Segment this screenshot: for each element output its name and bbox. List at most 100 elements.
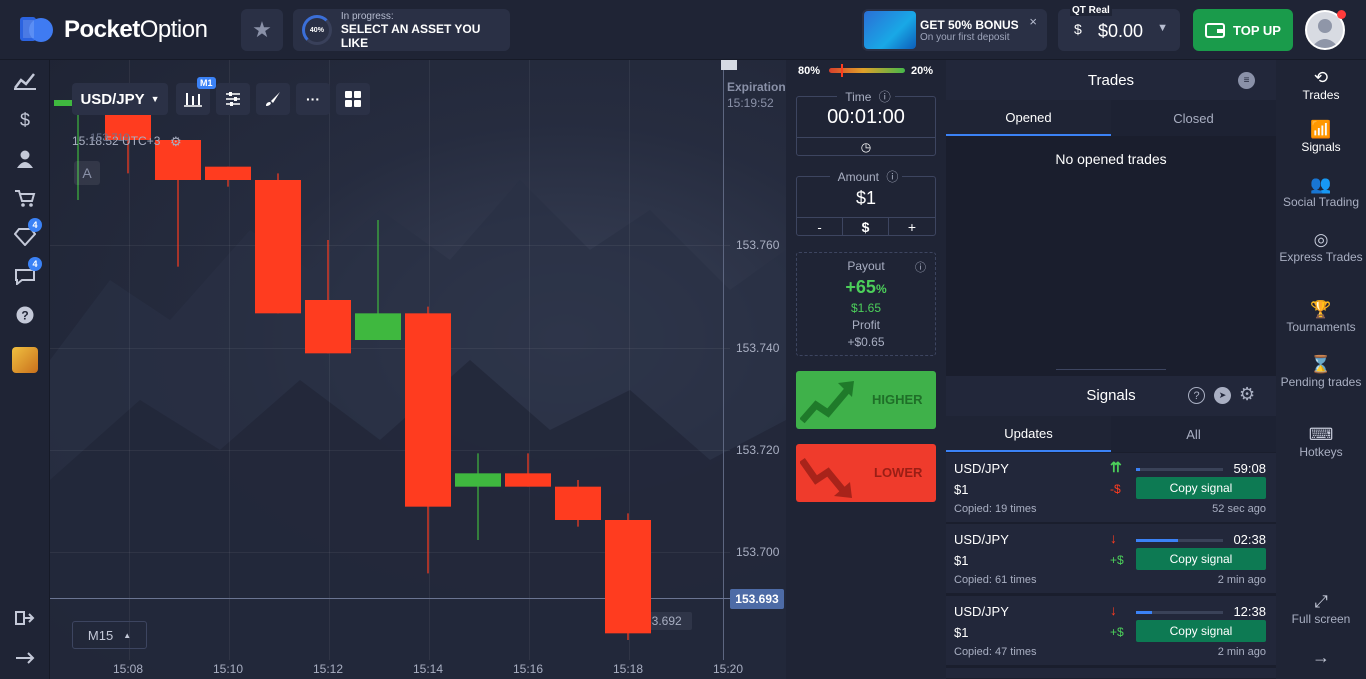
- progress-ring: 40%: [302, 15, 332, 45]
- currency-button[interactable]: $: [843, 218, 889, 236]
- tab-closed[interactable]: Closed: [1111, 100, 1276, 136]
- grid-line: [529, 60, 530, 660]
- list-icon[interactable]: ≡: [1238, 72, 1255, 89]
- wallet-icon: [1205, 23, 1226, 38]
- arrow-right-icon[interactable]: →: [1312, 647, 1330, 667]
- chat-icon[interactable]: 4: [12, 257, 42, 289]
- lower-button[interactable]: LOWER: [796, 444, 936, 502]
- signals-icon: 📶: [1310, 120, 1332, 139]
- trades-icon: ⟲: [1313, 68, 1329, 87]
- asset-selector[interactable]: USD/JPY ▼: [72, 83, 168, 115]
- candle-body: [505, 473, 551, 487]
- trades-title: Trades: [1087, 72, 1135, 89]
- drawings-button[interactable]: [256, 83, 290, 115]
- arrow-right-icon[interactable]: [12, 645, 38, 671]
- settings-gear-icon[interactable]: ⚙: [170, 134, 182, 149]
- clock-icon[interactable]: ◷: [860, 139, 872, 154]
- sliders-icon: [226, 92, 240, 106]
- bonus-banner[interactable]: GET 50% BONUS On your first deposit ×: [862, 9, 1047, 51]
- settings-gear-icon[interactable]: ⚙: [1239, 384, 1256, 404]
- grid-line: [50, 245, 730, 246]
- indicators-button[interactable]: [216, 83, 250, 115]
- tab-opened[interactable]: Opened: [946, 100, 1111, 136]
- signal-item: USD/JPY $1 Copied: 19 times ⇈ -$ 59:08 C…: [946, 453, 1276, 523]
- higher-button[interactable]: HIGHER: [796, 371, 936, 429]
- progress-widget[interactable]: 40% In progress: SELECT AN ASSET YOU LIK…: [293, 9, 510, 51]
- trades-panel: Trades ≡ Opened Closed No opened trades …: [946, 60, 1276, 679]
- tab-updates[interactable]: Updates: [946, 416, 1111, 452]
- nav-trades[interactable]: ⟲ Trades: [1276, 68, 1366, 103]
- signal-progress: [1136, 539, 1223, 542]
- left-sidebar: $ 4 4 ?: [0, 60, 50, 679]
- nav-full-screen[interactable]: ⤢ Full screen: [1276, 593, 1366, 627]
- nav-tournaments[interactable]: 🏆 Tournaments: [1276, 301, 1366, 335]
- svg-text:?: ?: [21, 309, 28, 323]
- copy-signal-button[interactable]: Copy signal: [1136, 477, 1266, 499]
- account-selector[interactable]: QT Real $ $0.00 ▼: [1058, 5, 1180, 51]
- signal-timer: 12:38: [1233, 604, 1266, 619]
- top-up-button[interactable]: TOP UP: [1193, 9, 1293, 51]
- help-icon[interactable]: ⓘ: [886, 170, 899, 184]
- help-icon[interactable]: ?: [12, 302, 38, 328]
- close-icon[interactable]: ×: [1029, 14, 1037, 29]
- chart-type-button[interactable]: M1: [176, 77, 216, 115]
- decrease-amount-button[interactable]: -: [797, 218, 843, 236]
- promo-chest-icon[interactable]: [12, 347, 38, 373]
- logo[interactable]: PocketOption: [20, 14, 208, 46]
- signal-pair: USD/JPY: [954, 604, 1009, 619]
- empty-trades-message: No opened trades: [1055, 151, 1167, 167]
- help-icon[interactable]: ⓘ: [915, 262, 926, 274]
- bonus-title: GET 50% BONUS: [920, 17, 1019, 32]
- increase-amount-button[interactable]: +: [907, 219, 917, 235]
- chart-area[interactable]: Expiration t 15:19:52 153.693 153.692 15…: [50, 60, 786, 679]
- amount-value[interactable]: $1: [855, 188, 877, 208]
- logout-icon[interactable]: [12, 605, 38, 631]
- divider: [1056, 369, 1166, 370]
- avatar[interactable]: [1305, 10, 1345, 50]
- hotkeys-icon: ⌨: [1308, 425, 1334, 444]
- signal-item: USD/JPY $1 Copied: 47 times ↓ +$ 12:38 C…: [946, 596, 1276, 666]
- time-label: Time: [841, 90, 876, 104]
- period-selector[interactable]: M15 ▲: [72, 621, 147, 649]
- tab-all[interactable]: All: [1111, 416, 1276, 452]
- time-tick: 15:10: [213, 662, 244, 676]
- trend-down-icon: [800, 457, 852, 498]
- signal-progress: [1136, 611, 1223, 614]
- signal-timer: 02:38: [1233, 532, 1266, 547]
- time-value[interactable]: 00:01:00: [827, 106, 905, 128]
- finance-icon[interactable]: $: [19, 109, 30, 130]
- candle-body: [155, 140, 201, 180]
- nav-signals[interactable]: 📶 Signals: [1276, 120, 1366, 155]
- more-button[interactable]: ···: [296, 83, 330, 115]
- expiration-flag[interactable]: [721, 60, 737, 70]
- nav-express-trades[interactable]: ◎ Express Trades: [1276, 231, 1366, 265]
- nav-pending-trades[interactable]: ⌛ Pending trades: [1276, 356, 1366, 390]
- grid-line: [229, 60, 230, 660]
- telegram-icon[interactable]: ➤: [1214, 387, 1231, 404]
- layout-button[interactable]: [336, 83, 370, 115]
- favorites-button[interactable]: ★: [241, 9, 283, 51]
- profile-icon[interactable]: [12, 146, 38, 172]
- annotation-a-button[interactable]: A: [74, 161, 100, 185]
- candles-icon: [184, 93, 202, 107]
- achievements-diamond-icon[interactable]: 4: [12, 218, 42, 250]
- copy-signal-button[interactable]: Copy signal: [1136, 620, 1266, 642]
- help-icon[interactable]: ?: [1188, 387, 1205, 404]
- market-cart-icon[interactable]: [12, 185, 38, 211]
- candle-body: [255, 180, 301, 314]
- amount-selector[interactable]: Amount ⓘ $1 - $ +: [796, 170, 936, 236]
- time-tick: 15:20: [713, 662, 744, 676]
- time-selector[interactable]: Time ⓘ 00:01:00 ◷: [796, 90, 936, 156]
- nav-social-trading[interactable]: 👥 Social Trading: [1276, 176, 1366, 210]
- sentiment-low: 80%: [798, 65, 821, 77]
- help-icon[interactable]: ⓘ: [878, 90, 891, 104]
- chevron-down-icon: ▼: [1157, 22, 1168, 34]
- price-tick: 153.700: [736, 545, 780, 559]
- chart-icon[interactable]: [12, 68, 38, 94]
- profit-label: Profit: [851, 318, 880, 332]
- candle-body: [605, 520, 651, 634]
- copy-signal-button[interactable]: Copy signal: [1136, 548, 1266, 570]
- candle-body: [405, 313, 451, 507]
- nav-hotkeys[interactable]: ⌨ Hotkeys: [1276, 425, 1366, 460]
- price-tick: 153.720: [736, 443, 780, 457]
